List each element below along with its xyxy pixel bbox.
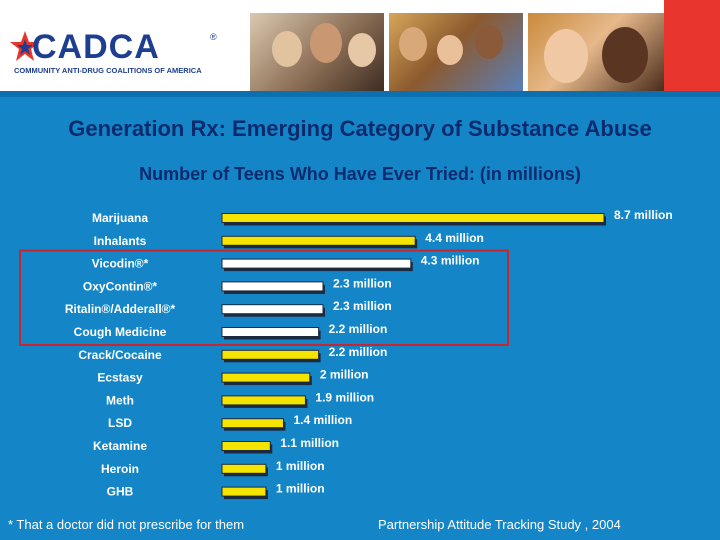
header-red-block <box>664 0 720 92</box>
bar <box>221 258 412 269</box>
teen-photo-1 <box>250 13 384 91</box>
category-label: Heroin <box>101 462 139 476</box>
value-label: 1.1 million <box>280 436 339 450</box>
value-label: 1.4 million <box>293 413 352 427</box>
chart-title: Number of Teens Who Have Ever Tried: (in… <box>139 164 581 184</box>
category-label: Vicodin®* <box>92 257 149 271</box>
bar <box>221 486 267 497</box>
logo-subtitle: COMMUNITY ANTI-DRUG COALITIONS OF AMERIC… <box>14 66 202 75</box>
value-label: 2 million <box>320 368 369 382</box>
bar <box>221 327 320 337</box>
value-label: 4.4 million <box>425 231 484 245</box>
category-label: Ecstasy <box>97 371 143 385</box>
logo-wordmark: CADCA <box>32 28 160 66</box>
teen-photo-2 <box>389 13 523 91</box>
cadca-logo: CADCA ® COMMUNITY ANTI-DRUG COALITIONS O… <box>10 28 245 78</box>
teen-photo-3 <box>528 13 664 91</box>
bar <box>221 418 284 429</box>
value-label: 2.2 million <box>329 322 388 336</box>
category-label: Cough Medicine <box>74 325 167 339</box>
bar <box>221 213 605 223</box>
category-label: Crack/Cocaine <box>78 348 162 362</box>
bar <box>221 395 306 406</box>
category-label: Inhalants <box>94 234 147 248</box>
value-label: 1.9 million <box>315 390 374 404</box>
value-label: 4.3 million <box>421 254 480 268</box>
bar <box>221 441 271 451</box>
bar <box>221 372 311 383</box>
value-label: 2.3 million <box>333 299 392 313</box>
source-citation: Partnership Attitude Tracking Study , 20… <box>378 517 621 532</box>
logo-registered-mark: ® <box>210 32 217 42</box>
bar <box>221 235 416 246</box>
category-label: GHB <box>107 485 134 499</box>
category-label: Meth <box>106 393 134 407</box>
value-label: 2.3 million <box>333 276 392 290</box>
category-label: Ketamine <box>93 439 147 453</box>
value-label: 8.7 million <box>614 208 673 222</box>
header-divider <box>0 91 720 97</box>
category-label: LSD <box>108 416 132 430</box>
rx-highlight-box <box>19 249 509 347</box>
value-label: 2.2 million <box>329 345 388 359</box>
category-label: OxyContin®* <box>83 279 158 293</box>
bar <box>221 463 267 474</box>
category-label: Marijuana <box>92 211 148 225</box>
category-label: Ritalin®/Adderall®* <box>65 302 176 316</box>
footnote: * That a doctor did not prescribe for th… <box>8 517 245 532</box>
bar <box>221 281 324 292</box>
star-icon <box>10 31 40 61</box>
slide-title: Generation Rx: Emerging Category of Subs… <box>68 116 652 141</box>
bar <box>221 349 320 360</box>
bar <box>221 304 324 315</box>
value-label: 1 million <box>276 482 325 496</box>
value-label: 1 million <box>276 459 325 473</box>
